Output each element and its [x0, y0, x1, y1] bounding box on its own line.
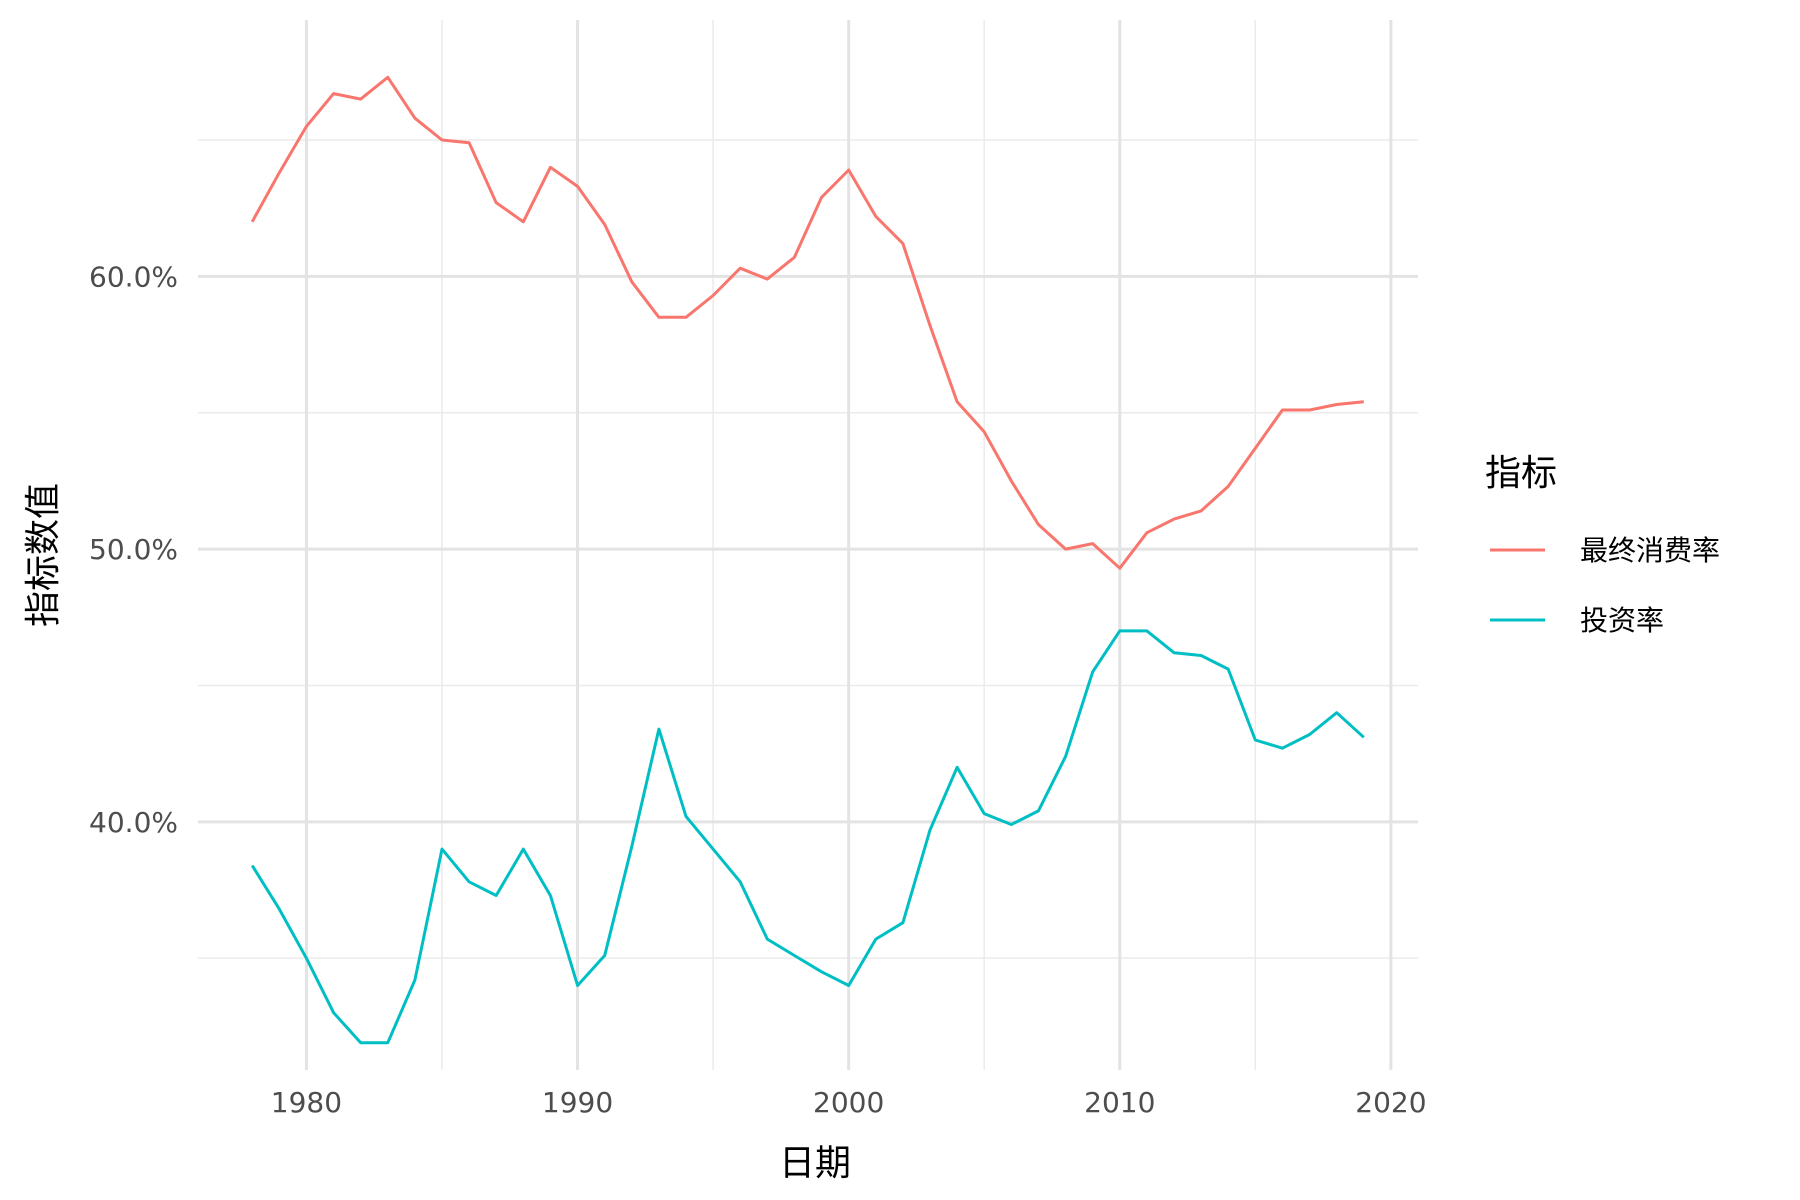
- x-axis-title: 日期: [779, 1143, 851, 1184]
- x-tick-label: 1990: [542, 1086, 613, 1119]
- major-gridlines: [198, 20, 1418, 1070]
- x-tick-label: 2010: [1084, 1086, 1155, 1119]
- y-tick-label: 60.0%: [89, 260, 178, 293]
- x-axis-tick-labels: 1980 1990 2000 2010 2020: [271, 1086, 1427, 1119]
- x-tick-label: 1980: [271, 1086, 342, 1119]
- legend-label: 最终消费率: [1580, 534, 1720, 567]
- y-axis-title: 指标数值: [23, 483, 64, 627]
- minor-gridlines: [198, 20, 1418, 1070]
- series-line: [250, 629, 1365, 1045]
- y-tick-label: 50.0%: [89, 533, 178, 566]
- x-tick-label: 2020: [1355, 1086, 1426, 1119]
- legend-label: 投资率: [1580, 604, 1664, 637]
- series-line: [250, 75, 1364, 570]
- legend-title: 指标: [1485, 453, 1557, 494]
- y-axis-tick-labels: 40.0% 50.0% 60.0%: [89, 260, 178, 838]
- series-lines: [250, 75, 1365, 1045]
- y-tick-label: 40.0%: [89, 806, 178, 839]
- x-tick-label: 2000: [813, 1086, 884, 1119]
